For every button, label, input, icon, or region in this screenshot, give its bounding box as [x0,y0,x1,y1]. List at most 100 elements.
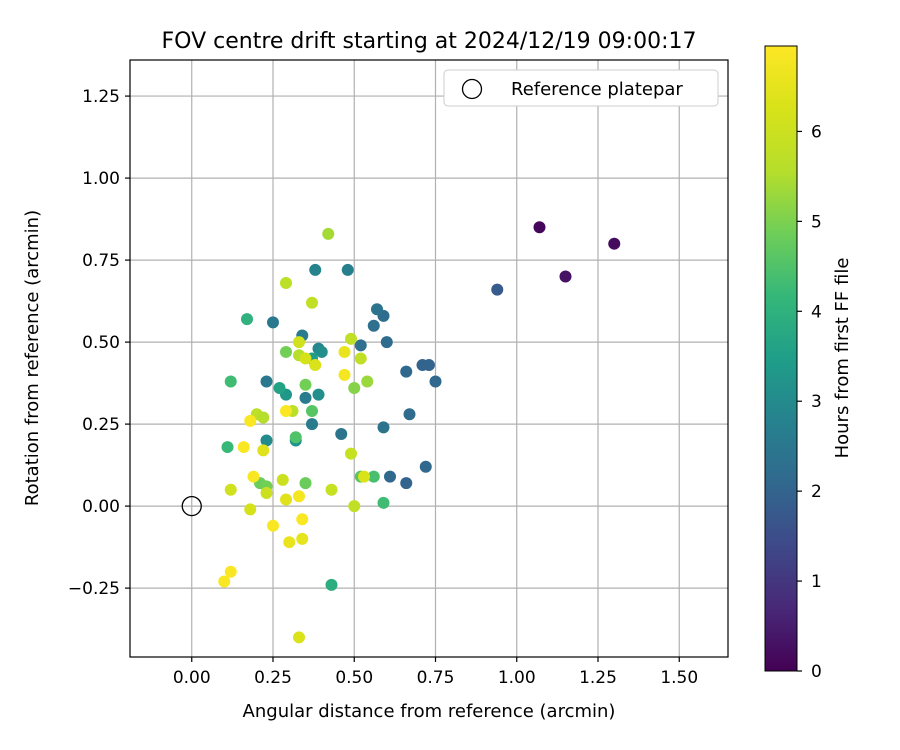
data-point [306,418,318,431]
data-point [299,477,312,490]
data-point [273,382,286,395]
colorbar-tick-label: 2 [811,482,822,502]
data-point [367,470,380,483]
y-tick-label: 0.75 [82,251,120,271]
data-point [306,404,318,417]
data-point [354,339,367,352]
data-point [244,503,257,516]
y-tick-label: 0.50 [82,333,120,353]
legend-box [443,69,719,107]
colorbar-ticks: 0 1 2 3 4 5 6 [797,122,822,682]
data-point [224,565,237,578]
data-point [335,427,348,440]
data-point [276,473,289,486]
data-point [280,345,292,358]
x-tick-label: 0.75 [417,668,455,688]
legend: Reference platepar [443,69,719,107]
data-point [218,575,231,588]
y-axis-ticks: −0.25 0.00 0.25 0.50 0.75 1.00 1.25 [68,87,130,599]
x-tick-label: 1.25 [579,668,617,688]
data-point [299,378,312,391]
data-point [289,431,302,444]
colorbar: 0 1 2 3 4 5 6 Hours from first FF file [764,45,853,682]
data-point [312,388,325,401]
data-point [299,391,312,404]
data-point [257,411,270,424]
data-point [296,513,309,526]
colorbar-label: Hours from first FF file [832,258,853,459]
grid-lines [130,60,728,657]
y-axis-label: Rotation from reference (arcmin) [22,210,43,506]
data-point [315,345,328,358]
colorbar-tick-label: 0 [811,662,822,682]
data-point [377,421,390,434]
data-point [367,319,380,332]
data-point [267,316,279,329]
data-point [260,486,273,499]
data-point [380,336,393,349]
data-point [247,470,260,483]
plot-frame [129,59,729,658]
data-point [345,332,357,345]
data-point [377,496,390,509]
data-point [358,470,370,483]
data-point [325,483,338,496]
data-point [280,404,292,417]
x-tick-label: 1.00 [498,668,536,688]
data-point [338,368,351,381]
data-points [181,221,621,644]
data-point [322,227,335,240]
data-point [400,477,413,490]
colorbar-tick-label: 1 [811,572,822,592]
data-point [267,519,279,532]
y-tick-label: 0.25 [82,415,120,435]
data-point [306,296,318,309]
data-point [299,352,312,365]
data-point [348,382,361,395]
data-point [348,500,361,513]
data-point [309,359,322,372]
colorbar-tick-label: 6 [811,122,822,142]
data-point [224,375,237,388]
data-point [260,375,273,388]
x-axis-label: Angular distance from reference (arcmin) [243,701,616,722]
y-tick-label: −0.25 [68,579,120,599]
y-tick-label: 1.25 [82,87,120,107]
data-point [244,414,257,427]
data-point [325,578,338,591]
data-point [293,631,305,644]
data-point [419,460,432,473]
y-tick-label: 0.00 [82,497,120,517]
colorbar-tick-label: 4 [811,302,822,322]
x-tick-label: 0.25 [254,668,292,688]
data-point [429,375,442,388]
data-point [283,536,296,549]
colorbar-tick-label: 5 [811,212,822,232]
data-point [361,375,374,388]
data-point [241,313,253,326]
colorbar-gradient [764,45,798,672]
data-point [257,444,270,457]
x-tick-label: 0.00 [173,668,211,688]
data-point [260,434,273,447]
data-point [384,470,396,483]
data-point [280,493,292,506]
data-point [280,277,292,290]
legend-entry-label: Reference platepar [511,79,683,100]
data-point [403,408,416,421]
data-point [400,365,413,378]
data-point [559,270,572,283]
chart-title: FOV centre drift starting at 2024/12/19 … [162,29,697,54]
data-point [491,283,504,296]
data-point [221,441,234,454]
data-point [309,263,322,276]
data-point [345,447,357,460]
data-point [354,352,367,365]
x-tick-label: 0.50 [335,668,373,688]
data-point [293,490,305,503]
data-point [338,345,351,358]
legend-reference-marker [461,78,483,100]
data-point [423,359,435,372]
x-tick-label: 1.50 [660,668,698,688]
data-point [608,237,621,250]
